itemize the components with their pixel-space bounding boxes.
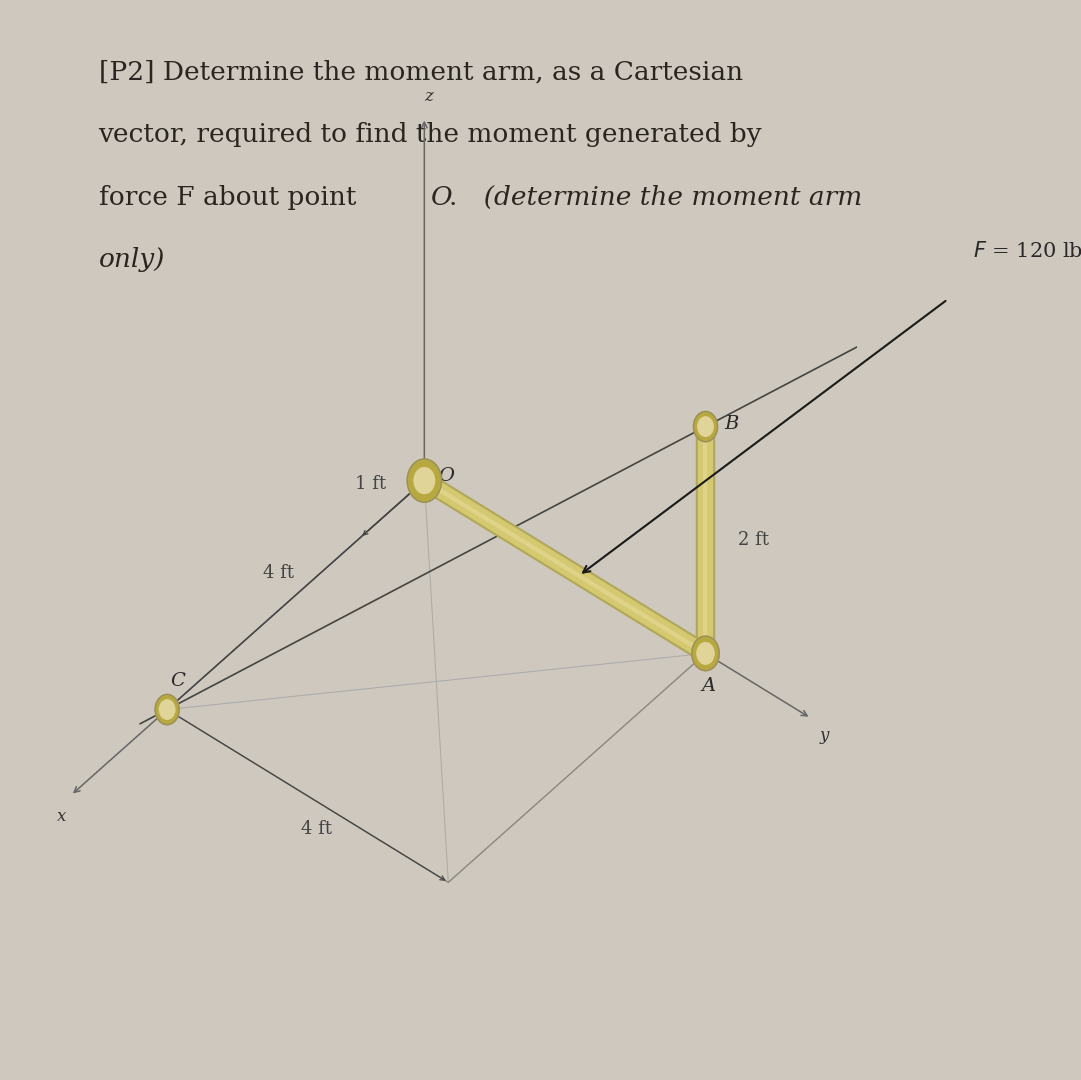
Text: 1 ft: 1 ft — [356, 475, 386, 492]
Text: $F$ = 120 lb: $F$ = 120 lb — [974, 242, 1081, 261]
Text: C: C — [171, 672, 186, 690]
Text: force F about point: force F about point — [98, 185, 364, 210]
Text: y: y — [819, 727, 829, 744]
Text: A: A — [700, 677, 716, 696]
Text: O: O — [438, 468, 454, 485]
Circle shape — [692, 636, 719, 671]
Circle shape — [697, 417, 713, 436]
Circle shape — [694, 411, 718, 442]
Text: vector, required to find the moment generated by: vector, required to find the moment gene… — [98, 122, 762, 147]
Text: x: x — [57, 808, 66, 825]
Text: 4 ft: 4 ft — [263, 564, 294, 582]
Text: (determine the moment arm: (determine the moment arm — [467, 185, 863, 210]
Circle shape — [408, 459, 441, 502]
Text: [P2] Determine the moment arm, as a Cartesian: [P2] Determine the moment arm, as a Cart… — [98, 59, 743, 84]
Text: O: O — [431, 185, 453, 210]
Text: 4 ft: 4 ft — [301, 820, 332, 838]
Text: only): only) — [98, 247, 165, 272]
Text: B: B — [724, 416, 738, 433]
Text: z: z — [424, 87, 433, 105]
Circle shape — [414, 468, 435, 494]
Circle shape — [697, 643, 715, 664]
Text: 2 ft: 2 ft — [738, 531, 769, 549]
Circle shape — [156, 694, 179, 725]
Circle shape — [159, 700, 175, 719]
Text: .: . — [449, 185, 456, 210]
